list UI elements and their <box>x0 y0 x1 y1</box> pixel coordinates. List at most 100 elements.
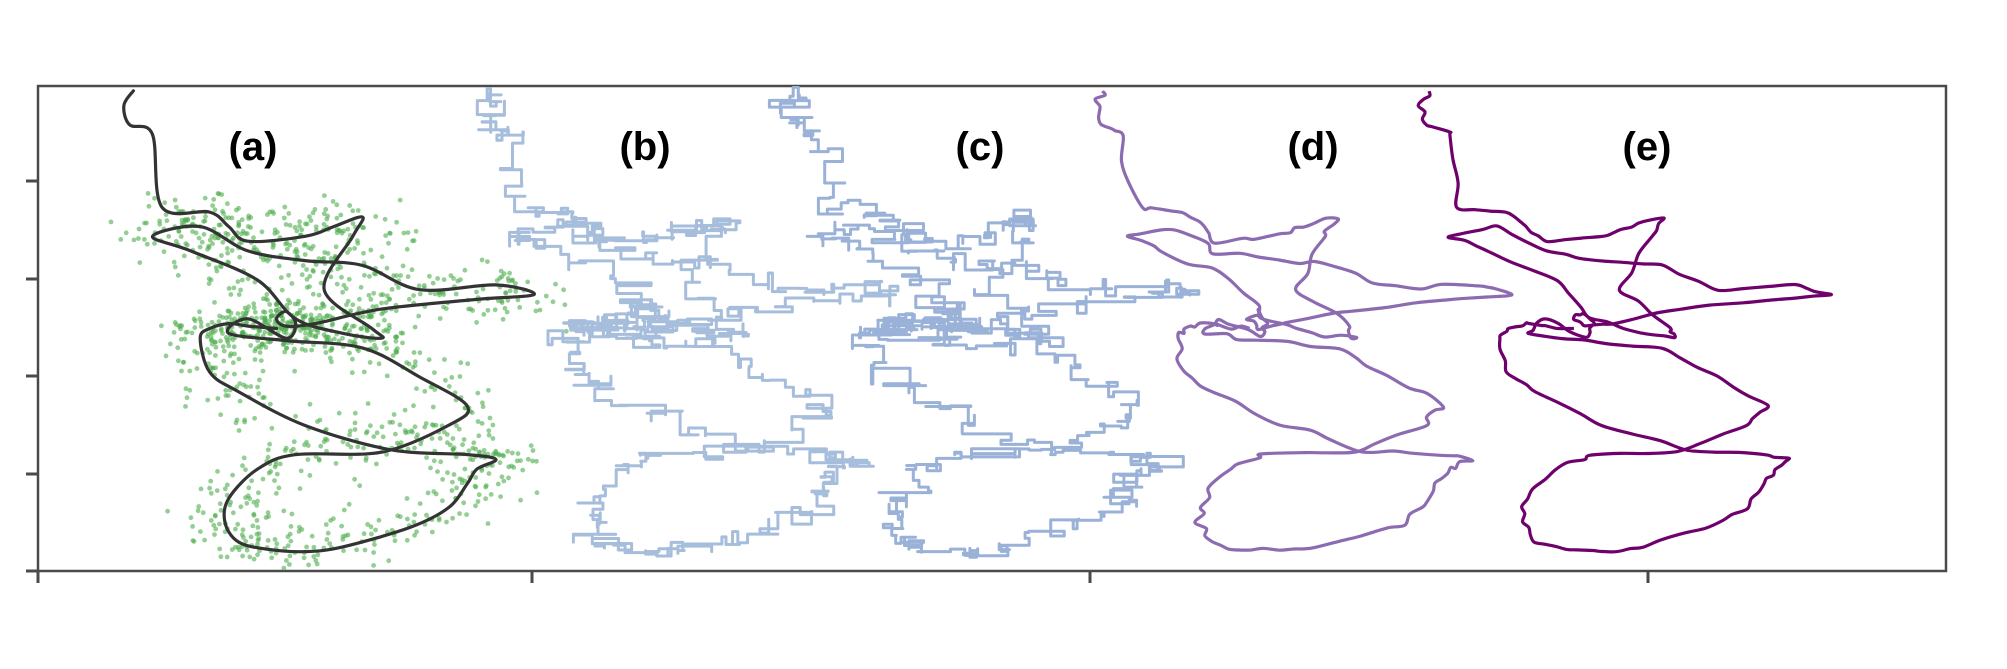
scatter-point <box>498 494 503 499</box>
scatter-point <box>205 346 210 352</box>
scatter-point <box>398 330 404 336</box>
scatter-point <box>386 296 392 302</box>
scatter-point <box>205 331 211 337</box>
scatter-point <box>218 338 223 344</box>
scatter-point <box>242 305 248 311</box>
scatter-point <box>393 308 399 314</box>
scatter-point <box>513 281 518 286</box>
scatter-point <box>304 544 309 550</box>
scatter-point <box>480 404 486 410</box>
scatter-point <box>265 297 270 303</box>
scatter-point <box>454 485 459 491</box>
scatter-point <box>208 518 214 523</box>
scatter-point <box>227 314 232 320</box>
scatter-point <box>413 359 418 365</box>
track-line-b <box>475 87 900 558</box>
scatter-point <box>530 458 535 464</box>
scatter-point <box>428 384 434 390</box>
scatter-point <box>282 204 288 210</box>
scatter-point <box>368 297 374 302</box>
scatter-point <box>338 212 344 218</box>
scatter-point <box>330 305 335 311</box>
scatter-point <box>397 422 403 428</box>
scatter-point <box>358 284 364 290</box>
scatter-point <box>518 497 523 503</box>
scatter-point <box>562 302 568 308</box>
scatter-point <box>284 303 290 308</box>
scatter-point <box>486 471 492 476</box>
scatter-point <box>248 225 254 230</box>
scatter-point <box>365 522 370 527</box>
scatter-point <box>334 202 340 208</box>
scatter-point <box>211 522 217 528</box>
scatter-point <box>259 229 265 235</box>
scatter-point <box>123 230 129 236</box>
panel-e <box>1416 90 1834 554</box>
scatter-point <box>341 507 347 513</box>
scatter-point <box>303 330 308 336</box>
scatter-point <box>194 366 200 371</box>
scatter-point <box>230 472 236 478</box>
scatter-point <box>255 498 260 504</box>
scatter-point <box>118 237 124 242</box>
scatter-point <box>248 343 254 348</box>
scatter-point <box>490 436 496 441</box>
scatter-point <box>221 374 227 380</box>
scatter-point <box>329 359 334 365</box>
scatter-point <box>409 429 415 435</box>
scatter-point <box>131 237 137 243</box>
scatter-point <box>284 320 290 325</box>
scatter-point <box>323 522 329 527</box>
scatter-point <box>190 229 196 235</box>
scatter-point <box>244 547 250 553</box>
scatter-point <box>187 368 193 374</box>
scatter-point <box>184 395 190 401</box>
scatter-point <box>345 442 351 447</box>
scatter-point <box>152 241 157 246</box>
scatter-point <box>226 343 232 349</box>
scatter-point <box>340 537 346 542</box>
scatter-point <box>437 436 443 441</box>
scatter-point <box>460 442 465 448</box>
scatter-point <box>188 515 194 521</box>
scatter-point <box>209 233 215 239</box>
scatter-point <box>238 504 244 510</box>
scatter-point <box>181 253 187 259</box>
scatter-point <box>362 272 367 278</box>
scatter-point <box>224 482 230 488</box>
scatter-point <box>179 368 184 374</box>
scatter-point <box>504 309 510 315</box>
scatter-point <box>172 264 178 270</box>
scatter-point <box>251 499 257 505</box>
scatter-point <box>402 407 408 413</box>
scatter-point <box>373 527 378 533</box>
scatter-point <box>325 530 331 536</box>
scatter-point <box>334 281 340 287</box>
scatter-point <box>389 287 395 292</box>
scatter-point <box>241 382 247 388</box>
scatter-point <box>272 537 278 542</box>
scatter-point <box>502 305 508 311</box>
scatter-point <box>237 398 243 404</box>
scatter-point <box>406 296 412 302</box>
scatter-point <box>362 547 368 553</box>
scatter-point <box>431 458 437 464</box>
scatter-point <box>343 533 348 539</box>
scatter-point <box>350 221 356 227</box>
scatter-point <box>197 309 202 315</box>
scatter-point <box>416 283 422 289</box>
scatter-point <box>229 248 235 253</box>
scatter-point <box>288 448 294 454</box>
scatter-point <box>426 357 432 363</box>
scatter-point <box>198 319 204 325</box>
scatter-point <box>248 534 254 540</box>
scatter-point <box>424 512 429 518</box>
scatter-point <box>443 377 448 383</box>
scatter-point <box>435 276 440 281</box>
scatter-point <box>232 316 238 322</box>
scatter-point <box>262 320 268 325</box>
scatter-point <box>280 327 286 332</box>
scatter-point <box>247 554 253 560</box>
scatter-point <box>347 339 353 344</box>
scatter-point <box>210 330 216 335</box>
